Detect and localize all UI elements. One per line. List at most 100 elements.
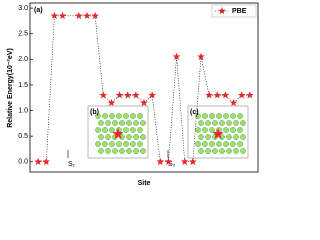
legend-label: PBE xyxy=(232,8,247,15)
page: {"chart_data": {"type": "scatter", "ylab… xyxy=(6,2,259,187)
atom xyxy=(137,141,143,147)
panel-label: (a) xyxy=(34,7,43,14)
atom xyxy=(133,134,139,140)
atom xyxy=(130,127,136,133)
atom xyxy=(198,120,204,126)
atom xyxy=(209,141,215,147)
atom xyxy=(233,120,239,126)
point xyxy=(148,91,156,99)
atom xyxy=(226,148,232,154)
point xyxy=(42,157,51,165)
atom xyxy=(137,127,143,133)
atom xyxy=(198,148,204,154)
point xyxy=(50,11,59,20)
atom xyxy=(116,113,122,119)
point xyxy=(107,98,116,107)
defect-star xyxy=(112,128,124,139)
atom xyxy=(216,113,222,119)
chart: Relative Energy(10⁻²eV) Site (a) (b) S₁ (c… xyxy=(7,2,259,187)
point xyxy=(140,98,148,107)
atom xyxy=(98,148,104,154)
point xyxy=(132,91,140,99)
atom xyxy=(212,148,218,154)
insets: (b) S₁ (c) S₂ xyxy=(67,105,249,168)
point xyxy=(172,52,181,61)
defect-star xyxy=(212,128,224,139)
atom xyxy=(202,141,208,147)
y-tick-label: 2.5 xyxy=(18,31,28,38)
atom xyxy=(123,141,129,147)
atom xyxy=(95,127,101,133)
atom xyxy=(216,141,222,147)
atom xyxy=(102,141,108,147)
point xyxy=(123,91,132,99)
atom xyxy=(240,134,246,140)
atom xyxy=(102,127,108,133)
atom xyxy=(202,113,208,119)
atom xyxy=(119,148,125,154)
atom xyxy=(133,120,139,126)
atom xyxy=(202,127,208,133)
point xyxy=(99,91,108,99)
legend-box xyxy=(211,4,257,18)
atom xyxy=(195,113,201,119)
atom xyxy=(230,141,236,147)
atom xyxy=(233,134,239,140)
atom xyxy=(209,127,215,133)
point xyxy=(115,91,124,99)
atom xyxy=(198,134,204,140)
atom xyxy=(109,141,115,147)
inset-label: (c) xyxy=(190,109,199,116)
atom xyxy=(219,148,225,154)
atom xyxy=(105,134,111,140)
plot-frame xyxy=(29,2,259,173)
atom xyxy=(240,148,246,154)
atom xyxy=(226,134,232,140)
atom xyxy=(205,120,211,126)
atom xyxy=(237,127,243,133)
x-axis-label: Site xyxy=(138,180,151,187)
atom xyxy=(119,120,125,126)
point xyxy=(34,157,42,165)
atom xyxy=(98,134,104,140)
point xyxy=(197,52,205,61)
atom xyxy=(95,113,101,119)
point xyxy=(246,91,254,99)
atom xyxy=(95,141,101,147)
y-axis-label: Relative Energy(10⁻²eV) xyxy=(7,48,14,128)
atom xyxy=(226,120,232,126)
atom xyxy=(230,113,236,119)
point xyxy=(213,91,222,99)
atom xyxy=(230,127,236,133)
atom xyxy=(195,127,201,133)
point xyxy=(180,157,189,165)
atom xyxy=(126,148,132,154)
y-tick-label: 3.0 xyxy=(18,5,28,12)
point xyxy=(75,11,83,20)
atom xyxy=(137,113,143,119)
y-tick-label: 0.0 xyxy=(18,159,28,166)
point xyxy=(156,157,165,165)
atom xyxy=(126,120,132,126)
point xyxy=(205,91,213,99)
atom xyxy=(223,141,229,147)
point xyxy=(58,11,67,20)
point xyxy=(189,157,197,165)
atom xyxy=(233,148,239,154)
atom xyxy=(195,141,201,147)
point xyxy=(83,11,91,20)
point xyxy=(91,11,99,20)
atom xyxy=(140,120,146,126)
atom xyxy=(123,113,129,119)
atom xyxy=(209,113,215,119)
y-tick-label: 1.0 xyxy=(18,107,28,114)
atom xyxy=(109,127,115,133)
atom xyxy=(219,120,225,126)
atom xyxy=(223,113,229,119)
y-tick-label: 0.5 xyxy=(18,133,28,140)
point xyxy=(237,91,246,99)
inset-label: (b) xyxy=(90,109,99,116)
atom xyxy=(205,148,211,154)
atom xyxy=(240,120,246,126)
atom xyxy=(237,113,243,119)
